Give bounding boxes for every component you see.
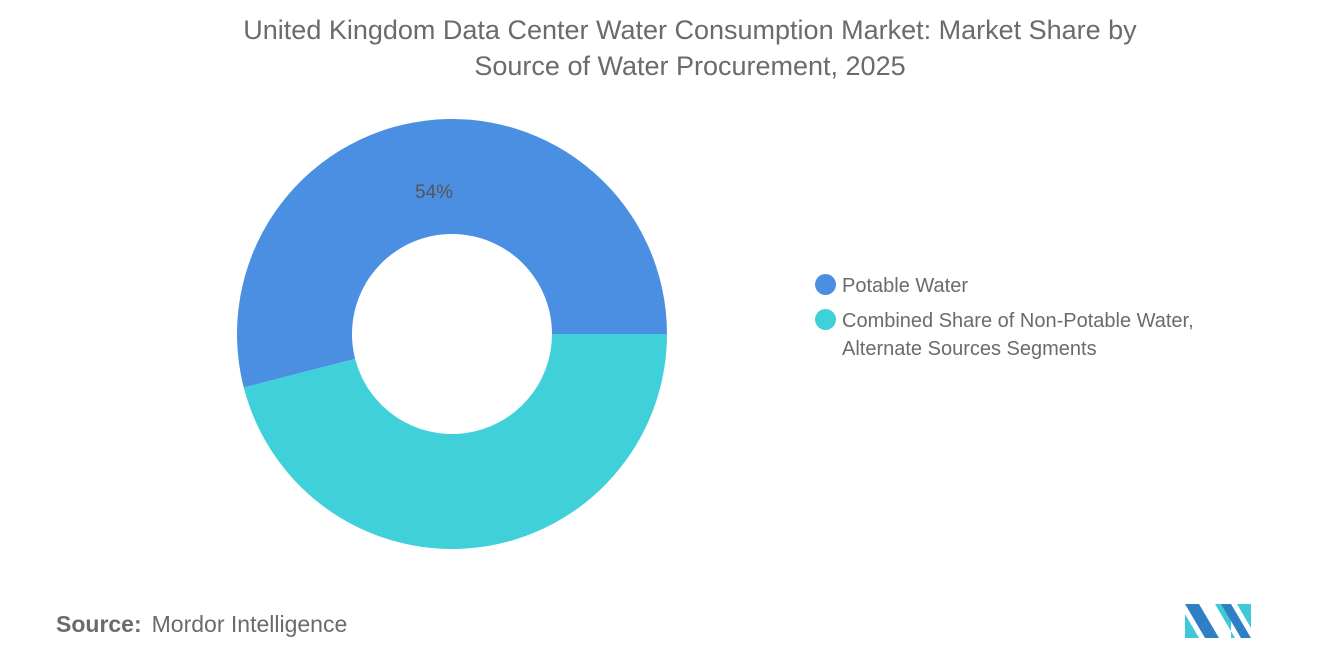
source-label: Source:: [56, 611, 142, 637]
legend: Potable Water Combined Share of Non-Pota…: [815, 272, 1202, 370]
legend-swatch: [815, 274, 836, 295]
chart-title-line-1: United Kingdom Data Center Water Consump…: [243, 15, 1137, 45]
source-value: Mordor Intelligence: [151, 611, 348, 637]
legend-label: Combined Share of Non-Potable Water, Alt…: [842, 310, 1194, 360]
data-label-potable-water: 54%: [415, 182, 453, 203]
slice-potable-water: [237, 119, 667, 388]
legend-item-potable-water: Potable Water: [815, 272, 1202, 300]
legend-item-non-potable: Combined Share of Non-Potable Water, Alt…: [815, 307, 1202, 363]
slice-combined-share-of-non-potable-water-alternate-sources-segments: [243, 334, 667, 549]
chart-title-line-2: Source of Water Procurement, 2025: [474, 51, 906, 81]
legend-label: Potable Water: [842, 275, 968, 297]
mordor-intelligence-logo: [1185, 604, 1251, 638]
legend-swatch: [815, 309, 836, 330]
source-note: Source: Mordor Intelligence: [56, 611, 347, 638]
chart-title: United Kingdom Data Center Water Consump…: [0, 12, 1320, 84]
